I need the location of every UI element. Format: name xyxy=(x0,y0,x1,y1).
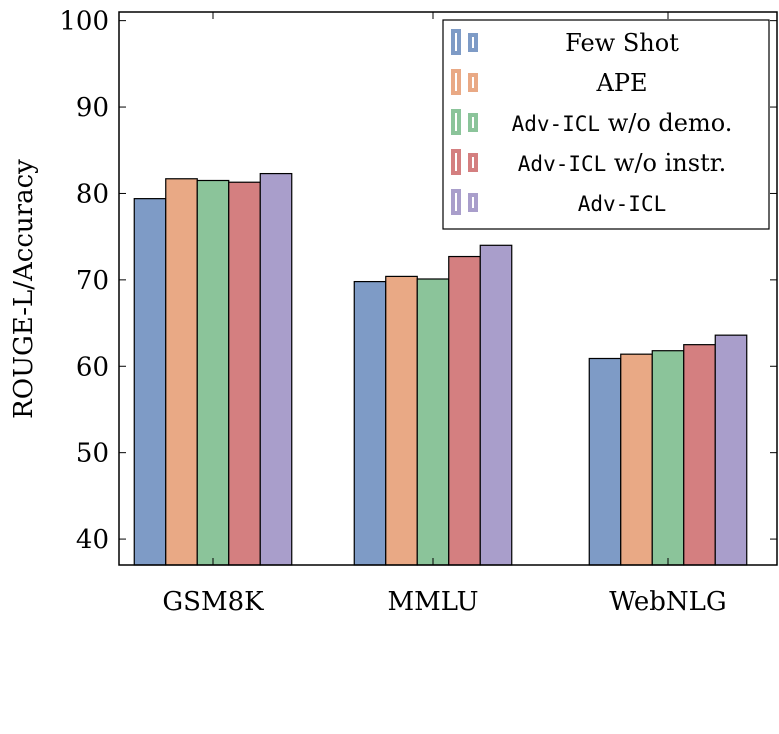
legend-label-text: w/o demo. xyxy=(600,109,732,137)
legend-entry-label: Adv-ICL xyxy=(578,192,667,216)
legend-swatch xyxy=(468,33,478,52)
y-tick-label: 80 xyxy=(76,179,109,209)
x-axis: GSM8K MMLU WebNLG xyxy=(162,12,727,617)
bar-gsm8k-ape xyxy=(165,178,198,566)
legend-swatch xyxy=(468,193,478,212)
bar-webnlg-few-shot xyxy=(588,357,622,566)
bar-gsm8k-adv-icl-w-o-demo xyxy=(196,179,230,566)
legend-label-text: APE xyxy=(596,69,648,97)
bar-gsm8k-adv-icl-w-o-instr xyxy=(228,181,261,566)
legend-swatch xyxy=(451,69,461,95)
y-tick-label: 100 xyxy=(59,7,109,37)
x-tick-label: MMLU xyxy=(388,587,479,617)
y-tick-label: 90 xyxy=(76,93,109,123)
legend-entry-label: Adv-ICL w/o demo. xyxy=(512,109,733,137)
y-tick-label: 50 xyxy=(76,439,109,469)
legend-swatch xyxy=(468,73,478,92)
legend-swatch xyxy=(451,189,461,215)
bar-webnlg-adv-icl-w-o-instr xyxy=(683,344,716,566)
legend-swatch xyxy=(451,29,461,55)
legend-label-mono: Adv-ICL xyxy=(518,152,607,176)
bar-mmlu-adv-icl xyxy=(479,244,513,566)
bar-webnlg-adv-icl-w-o-demo xyxy=(651,350,685,566)
bar-mmlu-ape xyxy=(385,275,418,566)
legend-box xyxy=(442,19,770,230)
legend-swatch xyxy=(451,109,461,135)
y-axis: 40 50 60 70 80 90 100 xyxy=(59,7,777,555)
legend-swatch xyxy=(468,153,478,172)
y-tick-label: 60 xyxy=(76,352,109,382)
bar-gsm8k-adv-icl xyxy=(259,172,293,566)
legend-swatch xyxy=(451,149,461,175)
legend-entry-label: Few Shot xyxy=(565,29,679,57)
y-axis-label: ROUGE-L/Accuracy xyxy=(9,159,39,419)
legend-entry-label: APE xyxy=(596,69,648,97)
legend-label-mono: Adv-ICL xyxy=(512,112,601,136)
bar-mmlu-adv-icl-w-o-instr xyxy=(448,255,481,566)
bars-layer xyxy=(133,172,748,566)
legend-label-text: Few Shot xyxy=(565,29,679,57)
legend-swatch xyxy=(468,113,478,132)
x-tick-label: GSM8K xyxy=(162,587,264,617)
legend-label-text: w/o instr. xyxy=(606,149,726,177)
y-tick-label: 40 xyxy=(76,525,109,555)
legend-entry-label: Adv-ICL w/o instr. xyxy=(518,149,726,177)
y-tick-label: 70 xyxy=(76,266,109,296)
bar-gsm8k-few-shot xyxy=(133,198,167,566)
bar-mmlu-adv-icl-w-o-demo xyxy=(416,278,450,566)
bar-mmlu-few-shot xyxy=(353,280,387,566)
legend-label-mono: Adv-ICL xyxy=(578,192,667,216)
plot-frame xyxy=(118,11,778,566)
bar-webnlg-ape xyxy=(620,353,653,566)
bar-webnlg-adv-icl xyxy=(714,334,748,566)
x-tick-label: WebNLG xyxy=(609,587,726,617)
